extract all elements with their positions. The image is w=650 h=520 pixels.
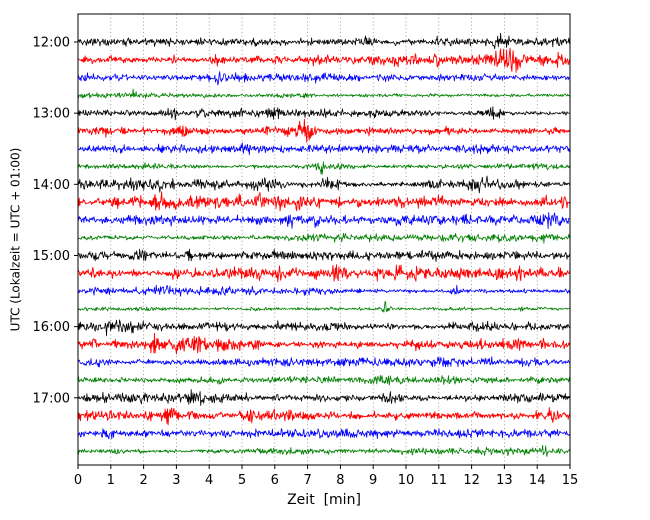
x-tick-label: 4 [205, 473, 213, 488]
x-tick-label: 8 [336, 473, 344, 488]
trace-17:45 [77, 444, 571, 457]
trace-16:45 [77, 374, 571, 386]
y-tick-label: 12:00 [33, 36, 70, 51]
plot-border [77, 13, 571, 466]
y-tick-label: 13:00 [33, 107, 70, 122]
trace-16:15 [77, 332, 571, 355]
trace-16:30 [77, 356, 570, 368]
trace-14:45 [77, 232, 571, 244]
x-tick-label: 14 [529, 473, 546, 488]
x-tick-label: 12 [463, 473, 480, 488]
x-tick-label: 5 [238, 473, 246, 488]
x-axis-label: Zeit [min] [287, 492, 361, 508]
x-tick-label: 0 [74, 473, 82, 488]
y-axis-label: UTC (Lokalzeit = UTC + 01:00) [8, 147, 23, 332]
x-tick-label: 6 [271, 473, 279, 488]
trace-15:15 [77, 264, 571, 283]
x-axis: 0 1 2 3 4 5 6 7 8 9 10 11 12 13 14 15 [74, 465, 578, 488]
x-tick-label: 15 [562, 473, 579, 488]
x-tick-label: 9 [369, 473, 377, 488]
trace-16:00 [77, 319, 571, 337]
trace-15:30 [77, 284, 571, 297]
trace-15:00 [77, 248, 571, 263]
x-tick-label: 13 [496, 473, 513, 488]
trace-13:45 [77, 161, 571, 175]
trace-12:15 [77, 47, 571, 73]
trace-17:15 [77, 407, 571, 426]
y-tick-label: 14:00 [33, 178, 70, 193]
trace-12:30 [77, 71, 571, 86]
trace-15:45 [77, 300, 571, 313]
x-tick-label: 3 [172, 473, 180, 488]
x-tick-label: 1 [107, 473, 115, 488]
trace-12:45 [77, 88, 571, 99]
trace-13:30 [77, 142, 571, 156]
trace-14:15 [77, 191, 571, 212]
x-tick-label: 10 [398, 473, 415, 488]
trace-12:00 [78, 32, 571, 50]
x-tick-label: 2 [139, 473, 147, 488]
y-tick-label: 16:00 [33, 320, 70, 335]
y-axis: 12:00 13:00 14:00 15:00 16:00 17:00 [33, 36, 78, 406]
trace-17:00 [78, 389, 571, 406]
y-tick-label: 15:00 [33, 249, 70, 264]
trace-14:30 [77, 212, 570, 230]
trace-14:00 [77, 175, 571, 194]
traces [77, 32, 571, 457]
trace-13:00 [77, 106, 571, 121]
x-tick-label: 7 [303, 473, 311, 488]
y-tick-label: 17:00 [33, 391, 70, 406]
x-tick-label: 11 [431, 473, 448, 488]
trace-17:30 [77, 428, 571, 440]
trace-13:15 [77, 118, 571, 143]
